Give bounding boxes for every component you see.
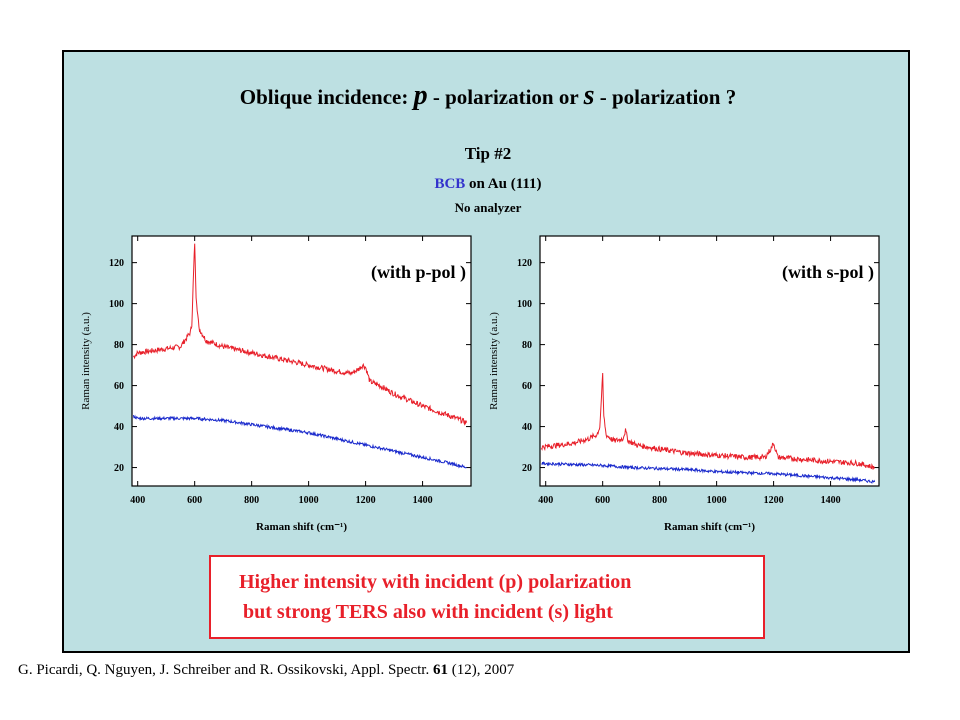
x-tick-label: 800 xyxy=(652,495,667,506)
y-tick-label: 100 xyxy=(109,299,124,310)
analyzer-label: No analyzer xyxy=(454,200,522,215)
y-tick-label: 60 xyxy=(114,381,124,392)
series-line-blue xyxy=(132,414,467,469)
x-tick-label: 1000 xyxy=(299,495,319,506)
sample-label: BCB on Au (111) xyxy=(64,176,912,193)
x-tick-label: 600 xyxy=(187,495,202,506)
citation-volume: 61 xyxy=(432,662,448,678)
citation-rest: (12), 2007 xyxy=(447,662,515,678)
conclusion-callout: Higher intensity with incident (p) polar… xyxy=(209,555,765,639)
x-tick-label: 1200 xyxy=(356,495,376,506)
callout-line-1: Higher intensity with incident (p) polar… xyxy=(239,571,632,593)
y-tick-label: 20 xyxy=(114,463,124,474)
tip-label: Tip #2 xyxy=(464,144,512,163)
y-tick-label: 120 xyxy=(517,258,532,269)
slide-title: Oblique incidence: p - polarization or s… xyxy=(64,80,912,112)
x-tick-label: 1200 xyxy=(764,495,784,506)
callout-line-2: but strong TERS also with incident (s) l… xyxy=(243,601,613,623)
plot-area xyxy=(131,235,472,487)
x-tick-label: 400 xyxy=(130,495,145,506)
plot-area xyxy=(539,235,880,487)
title-middle: - polarization or xyxy=(427,85,584,109)
y-tick-label: 100 xyxy=(517,299,532,310)
y-tick-label: 40 xyxy=(522,422,532,433)
x-tick-label: 400 xyxy=(538,495,553,506)
sample-substrate: on Au (111) xyxy=(465,176,542,192)
chart-p-pol: 400 600 800 1000 1200 1400 20 40 60 80 100 120 Raman… xyxy=(80,235,472,533)
y-tick-label: 40 xyxy=(114,422,124,433)
y-axis-title: Raman intensity (a.u.) xyxy=(80,312,92,410)
x-tick-label: 1000 xyxy=(707,495,727,506)
title-s-symbol: s xyxy=(583,80,595,111)
polarization-label: (with s-pol ) xyxy=(782,262,874,283)
polarization-label: (with p-pol ) xyxy=(371,262,466,283)
y-tick-label: 20 xyxy=(522,463,532,474)
x-axis-title: Raman shift (cm⁻¹) xyxy=(664,521,755,533)
y-tick-label: 80 xyxy=(522,340,532,351)
x-tick-label: 1400 xyxy=(821,495,841,506)
title-suffix: - polarization ? xyxy=(594,85,737,109)
y-tick-label: 80 xyxy=(114,340,124,351)
x-tick-label: 1400 xyxy=(413,495,433,506)
x-axis-title: Raman shift (cm⁻¹) xyxy=(256,521,347,533)
citation-authors: G. Picardi, Q. Nguyen, J. Schreiber and … xyxy=(18,662,433,678)
y-tick-label: 120 xyxy=(109,258,124,269)
citation: G. Picardi, Q. Nguyen, J. Schreiber and … xyxy=(18,662,514,679)
x-tick-label: 800 xyxy=(244,495,259,506)
y-axis-title: Raman intensity (a.u.) xyxy=(488,312,500,410)
title-p-symbol: p xyxy=(413,80,428,111)
title-prefix: Oblique incidence: xyxy=(239,85,414,109)
x-tick-label: 600 xyxy=(595,495,610,506)
chart-s-pol: 400 600 800 1000 1200 1400 20 40 60 80 100 120 Raman… xyxy=(488,235,880,533)
series-line-blue xyxy=(541,461,876,484)
sample-bcb: BCB xyxy=(434,176,466,192)
series-line-red xyxy=(540,372,876,470)
y-tick-label: 60 xyxy=(522,381,532,392)
series-line-red xyxy=(132,243,468,426)
